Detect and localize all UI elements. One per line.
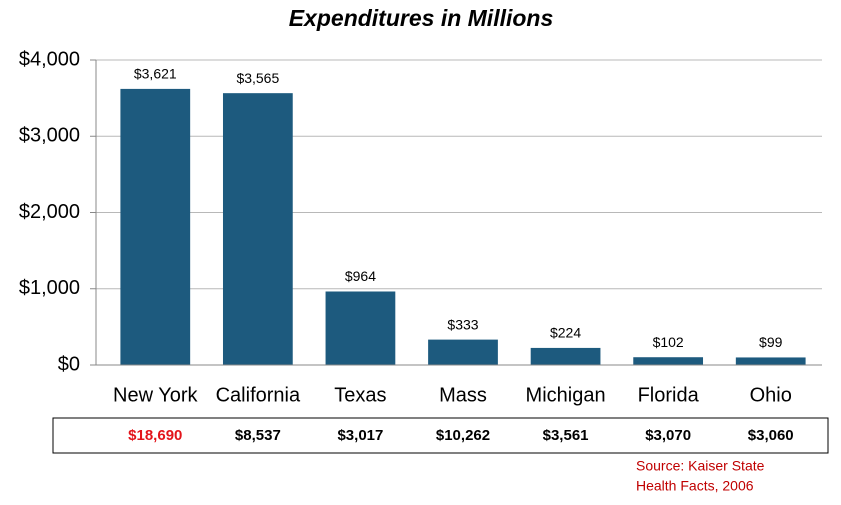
table-cell: $3,060 — [748, 427, 794, 444]
table-cell: $18,690 — [128, 427, 182, 444]
x-tick-label: Florida — [638, 384, 700, 406]
table-cell: $3,561 — [543, 427, 589, 444]
value-label: $102 — [653, 334, 684, 350]
value-label: $3,565 — [236, 70, 279, 86]
bar — [428, 339, 498, 365]
x-tick-label: Michigan — [526, 384, 606, 406]
value-label: $224 — [550, 325, 581, 341]
value-label: $964 — [345, 268, 376, 284]
value-label: $333 — [447, 316, 478, 332]
bar — [735, 357, 806, 365]
bar — [222, 93, 293, 365]
x-tick-label: Mass — [439, 384, 487, 406]
value-label: $3,621 — [134, 66, 177, 82]
chart-title: Expenditures in Millions — [289, 5, 554, 31]
y-tick-label: $0 — [58, 353, 80, 375]
source-text: Health Facts, 2006 — [636, 478, 754, 494]
bar — [325, 291, 396, 365]
source-text: Source: Kaiser State — [636, 458, 765, 474]
x-tick-label: Ohio — [750, 384, 792, 406]
x-tick-label: California — [216, 384, 301, 406]
table-box — [52, 417, 829, 454]
y-tick-label: $4,000 — [19, 48, 80, 70]
bar — [633, 357, 704, 365]
bar — [530, 347, 601, 365]
table-cell: $3,070 — [645, 427, 691, 444]
value-label: $99 — [759, 334, 783, 350]
table-cell: $3,017 — [337, 427, 383, 444]
table-cell: $8,537 — [235, 427, 281, 444]
y-tick-label: $1,000 — [19, 277, 80, 299]
table-cell: $10,262 — [436, 427, 490, 444]
x-tick-label: New York — [113, 384, 198, 406]
y-tick-label: $3,000 — [19, 125, 80, 147]
y-tick-label: $2,000 — [19, 201, 80, 223]
bar — [120, 88, 191, 366]
x-tick-label: Texas — [334, 384, 386, 406]
